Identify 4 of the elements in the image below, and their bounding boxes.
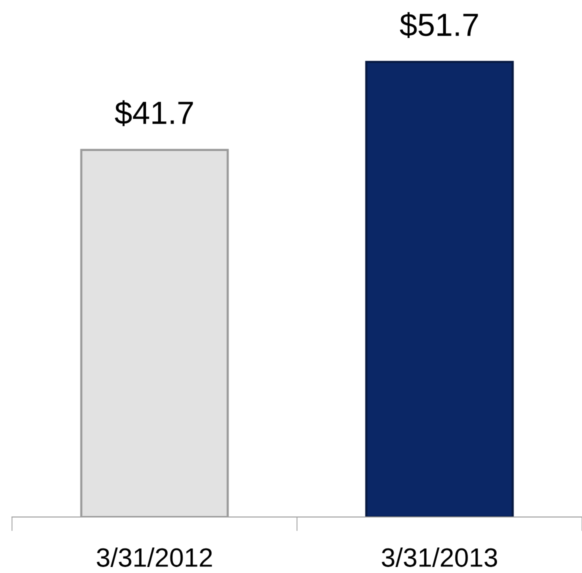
data-label: $41.7	[114, 100, 193, 126]
x-tick-label: 3/31/2013	[382, 548, 498, 567]
x-tick-label: 3/31/2012	[96, 548, 212, 567]
data-label: $51.7	[400, 12, 478, 38]
